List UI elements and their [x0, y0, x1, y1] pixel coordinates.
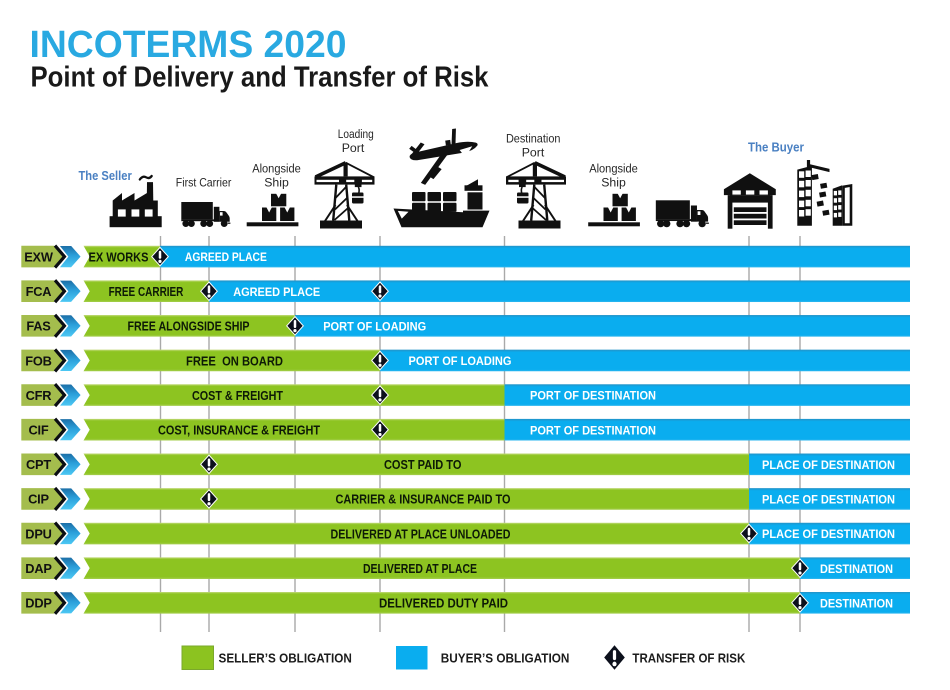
svg-text:First Carrier: First Carrier	[176, 176, 232, 190]
svg-text:FREE ON BOARD: FREE ON BOARD	[186, 353, 283, 368]
svg-text:EX WORKS: EX WORKS	[89, 249, 149, 264]
svg-text:DESTINATION: DESTINATION	[820, 562, 893, 576]
svg-text:DAP: DAP	[25, 561, 52, 576]
svg-text:PORT OF LOADING: PORT OF LOADING	[409, 354, 512, 368]
svg-text:PORT OF DESTINATION: PORT OF DESTINATION	[530, 423, 656, 437]
svg-text:SELLER’S OBLIGATION: SELLER’S OBLIGATION	[219, 650, 352, 665]
svg-text:Alongside: Alongside	[589, 162, 638, 176]
svg-text:COST, INSURANCE & FREIGHT: COST, INSURANCE & FREIGHT	[158, 423, 320, 438]
svg-text:Alongside: Alongside	[252, 162, 301, 176]
svg-text:FAS: FAS	[26, 319, 51, 334]
svg-text:FCA: FCA	[26, 284, 52, 299]
svg-text:The Buyer: The Buyer	[748, 140, 804, 155]
svg-text:Loading: Loading	[338, 127, 374, 141]
svg-text:Ship: Ship	[264, 176, 289, 190]
svg-text:PORT OF LOADING: PORT OF LOADING	[323, 319, 426, 333]
svg-text:DELIVERED AT PLACE: DELIVERED AT PLACE	[363, 561, 477, 576]
svg-text:PLACE OF DESTINATION: PLACE OF DESTINATION	[762, 493, 895, 507]
svg-text:PLACE OF DESTINATION: PLACE OF DESTINATION	[762, 458, 895, 472]
svg-text:Point of Delivery and Transfer: Point of Delivery and Transfer of Risk	[31, 62, 489, 94]
svg-text:COST PAID TO: COST PAID TO	[384, 457, 462, 472]
svg-text:Ship: Ship	[601, 176, 626, 190]
svg-text:CIF: CIF	[28, 423, 48, 438]
svg-text:PORT OF DESTINATION: PORT OF DESTINATION	[530, 389, 656, 403]
svg-text:PLACE OF DESTINATION: PLACE OF DESTINATION	[762, 527, 895, 541]
svg-text:CIP: CIP	[28, 492, 49, 507]
svg-text:The Seller: The Seller	[79, 169, 132, 183]
svg-text:FREE CARRIER: FREE CARRIER	[109, 284, 184, 299]
svg-text:AGREED PLACE: AGREED PLACE	[233, 285, 320, 299]
svg-text:DESTINATION: DESTINATION	[820, 596, 893, 610]
svg-text:CARRIER & INSURANCE PAID TO: CARRIER & INSURANCE PAID TO	[336, 492, 511, 507]
svg-text:CFR: CFR	[26, 388, 52, 403]
svg-text:FOB: FOB	[25, 353, 51, 368]
svg-text:DELIVERED AT PLACE UNLOADED: DELIVERED AT PLACE UNLOADED	[331, 526, 511, 541]
svg-text:Port: Port	[342, 141, 365, 155]
svg-text:DDP: DDP	[25, 596, 52, 611]
svg-text:Destination: Destination	[506, 132, 561, 146]
svg-text:AGREED PLACE: AGREED PLACE	[185, 250, 267, 264]
svg-text:EXW: EXW	[24, 249, 54, 264]
svg-text:DPU: DPU	[25, 526, 51, 541]
svg-text:Port: Port	[522, 146, 545, 160]
svg-text:CPT: CPT	[26, 457, 51, 472]
svg-text:DELIVERED DUTY PAID: DELIVERED DUTY PAID	[379, 596, 508, 611]
svg-text:COST & FREIGHT: COST & FREIGHT	[192, 388, 283, 403]
svg-text:INCOTERMS 2020: INCOTERMS 2020	[30, 24, 347, 66]
svg-text:FREE ALONGSIDE SHIP: FREE ALONGSIDE SHIP	[128, 319, 250, 334]
svg-text:TRANSFER OF RISK: TRANSFER OF RISK	[632, 650, 746, 665]
svg-text:BUYER’S OBLIGATION: BUYER’S OBLIGATION	[441, 650, 570, 665]
